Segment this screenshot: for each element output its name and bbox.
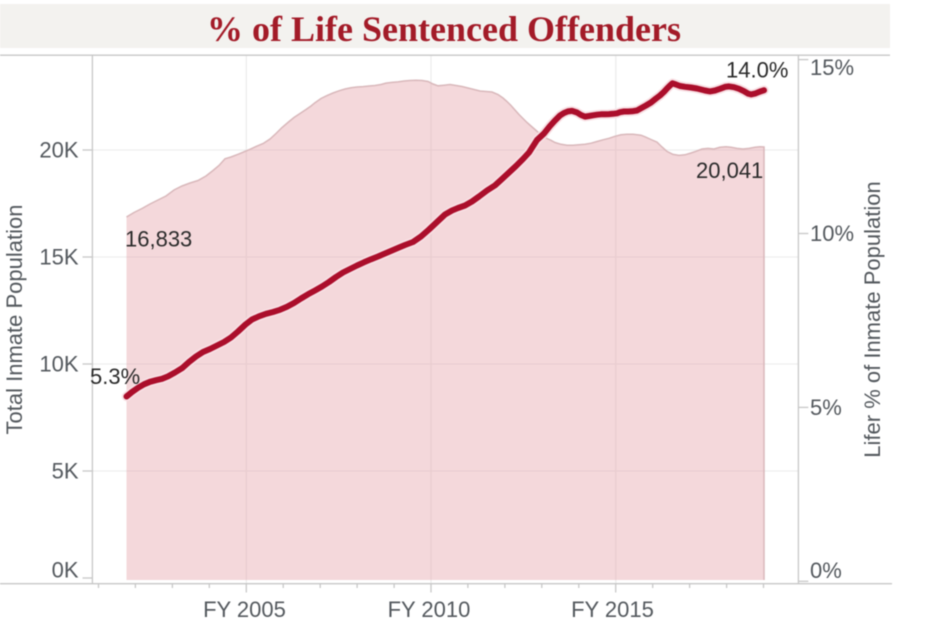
svg-text:% of Life Sentenced Offenders: % of Life Sentenced Offenders — [207, 9, 681, 49]
svg-text:0%: 0% — [810, 558, 842, 583]
svg-text:5.3%: 5.3% — [90, 364, 140, 389]
svg-text:10%: 10% — [810, 221, 854, 246]
svg-text:5K: 5K — [52, 459, 79, 484]
svg-text:14.0%: 14.0% — [726, 58, 788, 83]
svg-text:Lifer % of Inmate Population: Lifer % of Inmate Population — [860, 181, 885, 457]
svg-text:5%: 5% — [810, 395, 842, 420]
svg-text:0K: 0K — [52, 558, 79, 583]
svg-text:FY 2005: FY 2005 — [203, 597, 286, 622]
svg-text:15%: 15% — [810, 55, 854, 80]
svg-text:FY 2015: FY 2015 — [571, 597, 654, 622]
svg-text:20,041: 20,041 — [696, 158, 763, 183]
svg-text:Total Inmate Population: Total Inmate Population — [2, 205, 27, 435]
svg-text:16,833: 16,833 — [125, 227, 192, 252]
svg-text:15K: 15K — [39, 245, 78, 270]
svg-text:10K: 10K — [39, 352, 78, 377]
svg-text:20K: 20K — [39, 138, 78, 163]
svg-text:FY 2010: FY 2010 — [388, 597, 471, 622]
